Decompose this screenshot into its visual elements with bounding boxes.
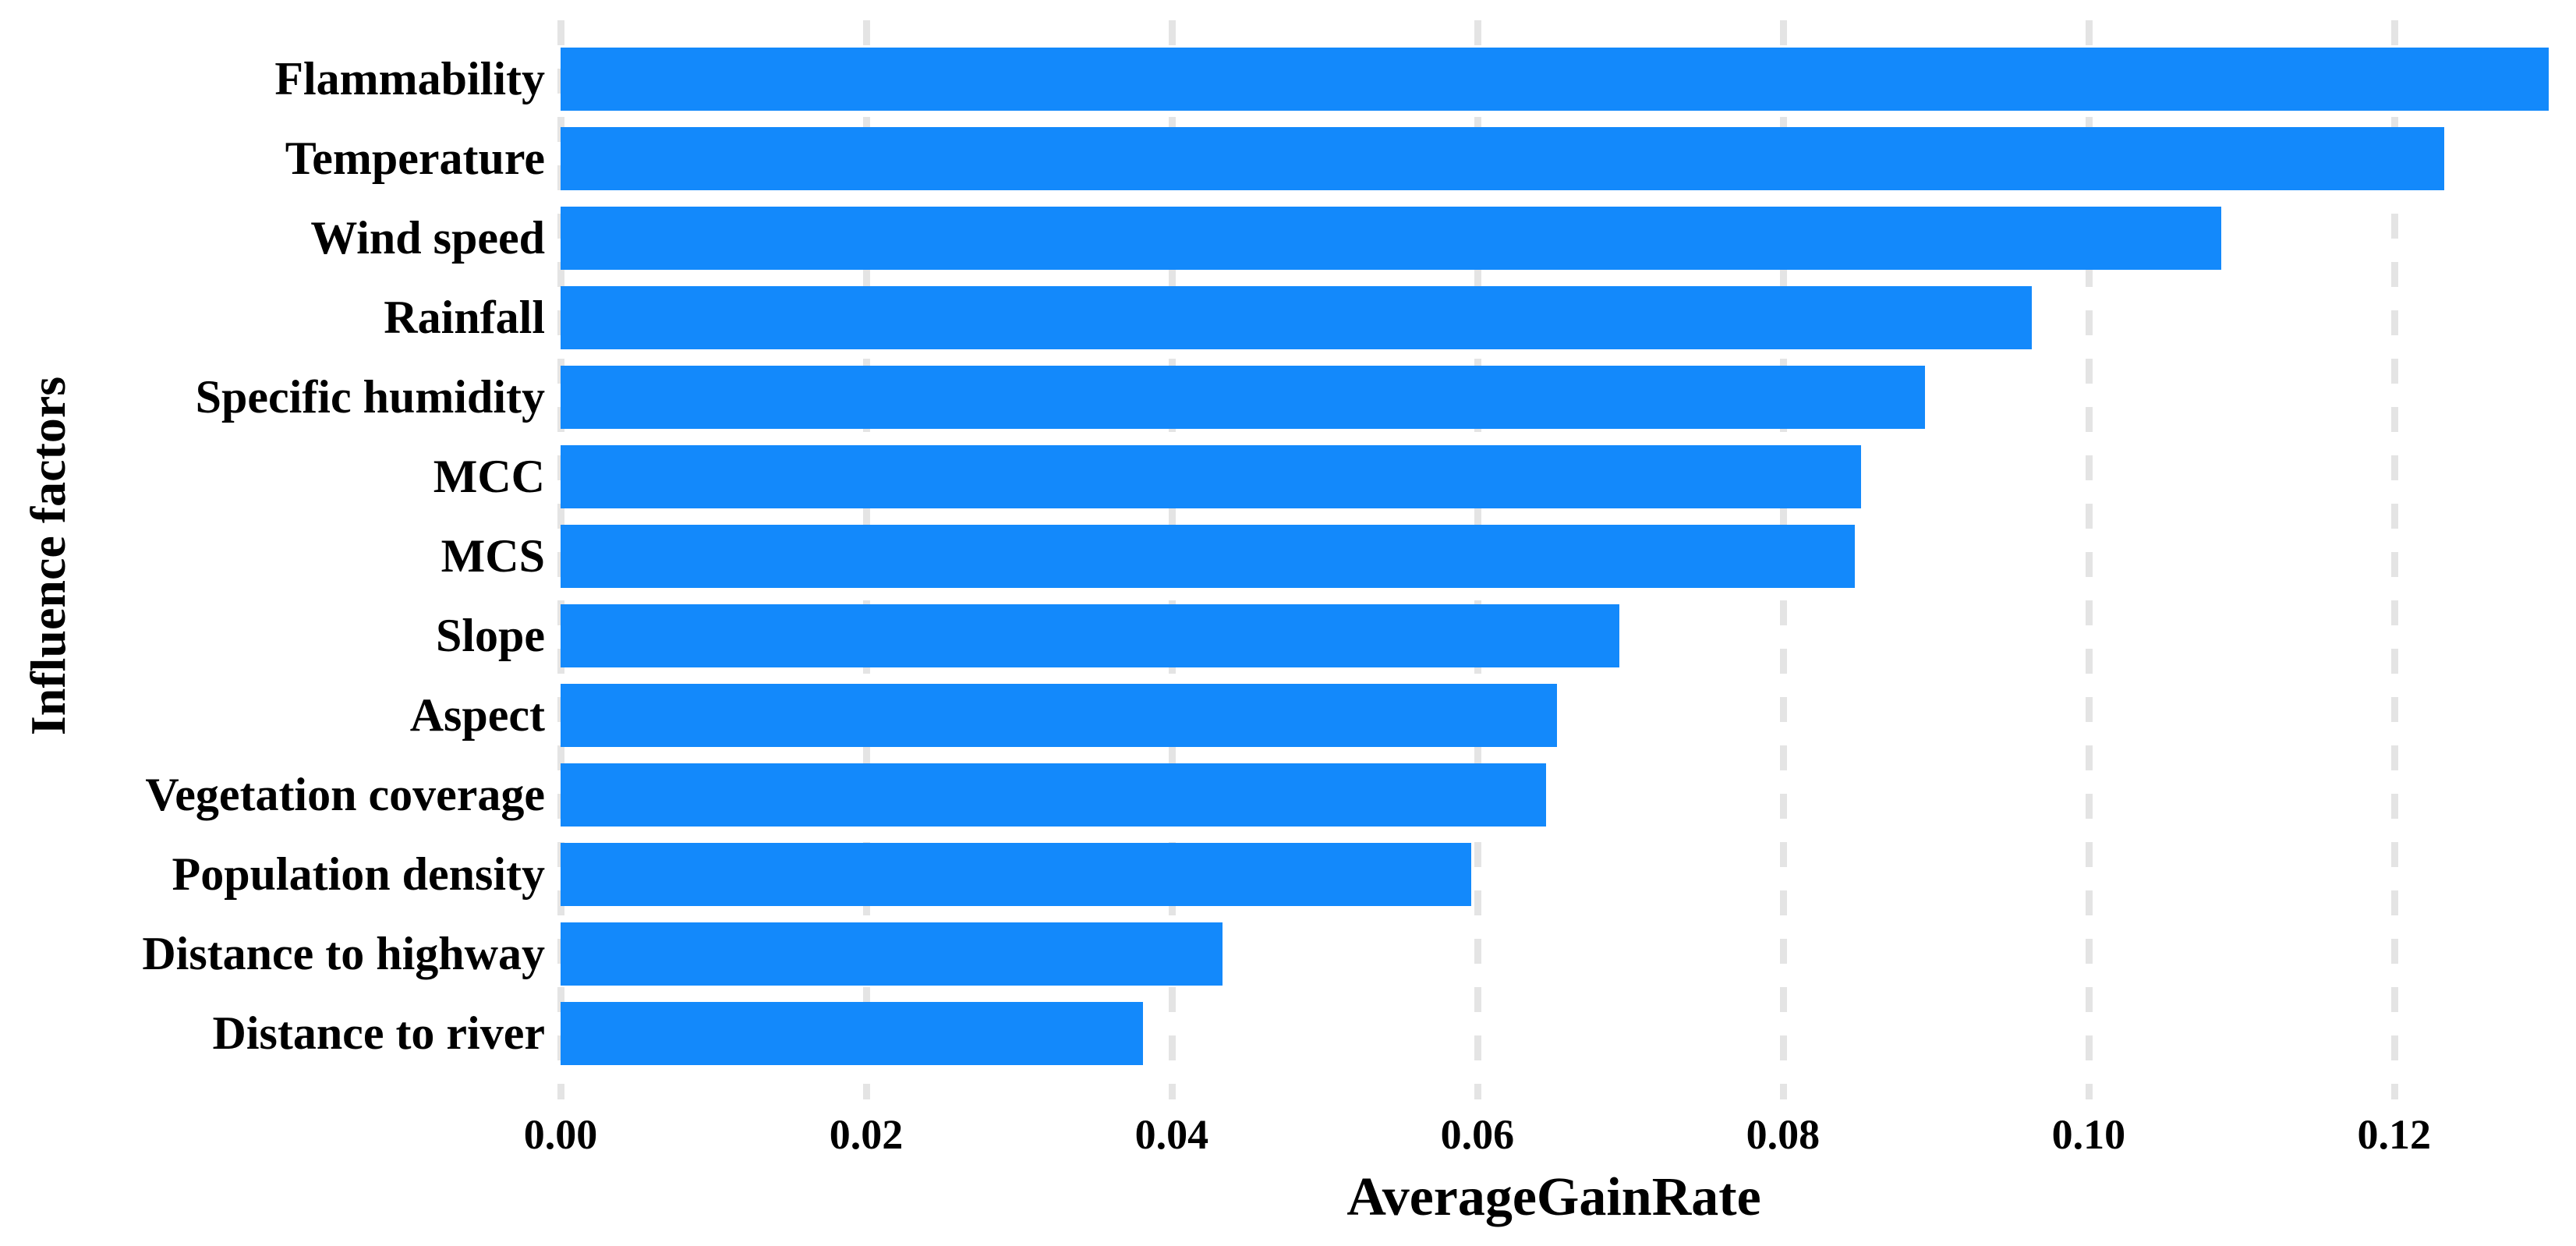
x-tick-label: 0.08 — [1746, 1111, 1821, 1158]
x-tick-label: 0.06 — [1440, 1111, 1515, 1158]
category-label: Aspect — [409, 689, 545, 741]
bar-row — [561, 366, 2576, 429]
bar-vegetation-coverage — [561, 763, 1547, 827]
bar-row — [561, 763, 2576, 827]
bar-slope — [561, 604, 1620, 667]
x-tick-label: 0.12 — [2357, 1111, 2432, 1158]
plot-area — [557, 20, 2576, 1099]
bar-distance-to-highway — [561, 922, 1223, 986]
x-axis-title: AverageGainRate — [1346, 1167, 1761, 1227]
bar-row — [561, 604, 2576, 667]
category-label: MCC — [433, 451, 545, 502]
bar-row — [561, 1002, 2576, 1065]
bar-row — [561, 207, 2576, 270]
bar-flammability — [561, 48, 2549, 111]
x-tick-label: 0.04 — [1134, 1111, 1209, 1158]
category-label: Temperature — [285, 133, 545, 184]
bar-population-density — [561, 843, 1472, 906]
gridline-0.10 — [2085, 20, 2093, 1099]
bar-series — [561, 48, 2576, 1065]
bar-row — [561, 843, 2576, 906]
x-tick-label: 0.10 — [2051, 1111, 2126, 1158]
x-tick-label: 0.02 — [829, 1111, 904, 1158]
category-label: Distance to highway — [142, 928, 545, 979]
category-label: Vegetation coverage — [145, 769, 545, 820]
category-label: Specific humidity — [195, 371, 545, 423]
bar-row — [561, 525, 2576, 588]
bar-distance-to-river — [561, 1002, 1143, 1065]
bar-temperature — [561, 127, 2445, 190]
category-label: Flammability — [274, 53, 545, 104]
bar-mcc — [561, 445, 1861, 508]
category-label: Rainfall — [384, 292, 545, 343]
bar-row — [561, 684, 2576, 747]
bar-row — [561, 48, 2576, 111]
category-label: Slope — [435, 610, 545, 661]
bar-mcs — [561, 525, 1855, 588]
bar-row — [561, 922, 2576, 986]
category-label: MCS — [441, 530, 545, 582]
category-labels: Flammability Temperature Wind speed Rainfal… — [0, 48, 545, 1065]
gridline-0.12 — [2390, 20, 2398, 1099]
bar-row — [561, 286, 2576, 349]
x-tick-label: 0.00 — [523, 1111, 598, 1158]
category-label: Population density — [172, 848, 545, 900]
bar-wind-speed — [561, 207, 2222, 270]
bar-aspect — [561, 684, 1557, 747]
bar-specific-humidity — [561, 366, 1926, 429]
bar-row — [561, 127, 2576, 190]
category-label: Distance to river — [212, 1007, 545, 1059]
category-label: Wind speed — [310, 212, 545, 264]
bar-rainfall — [561, 286, 2033, 349]
bar-row — [561, 445, 2576, 508]
